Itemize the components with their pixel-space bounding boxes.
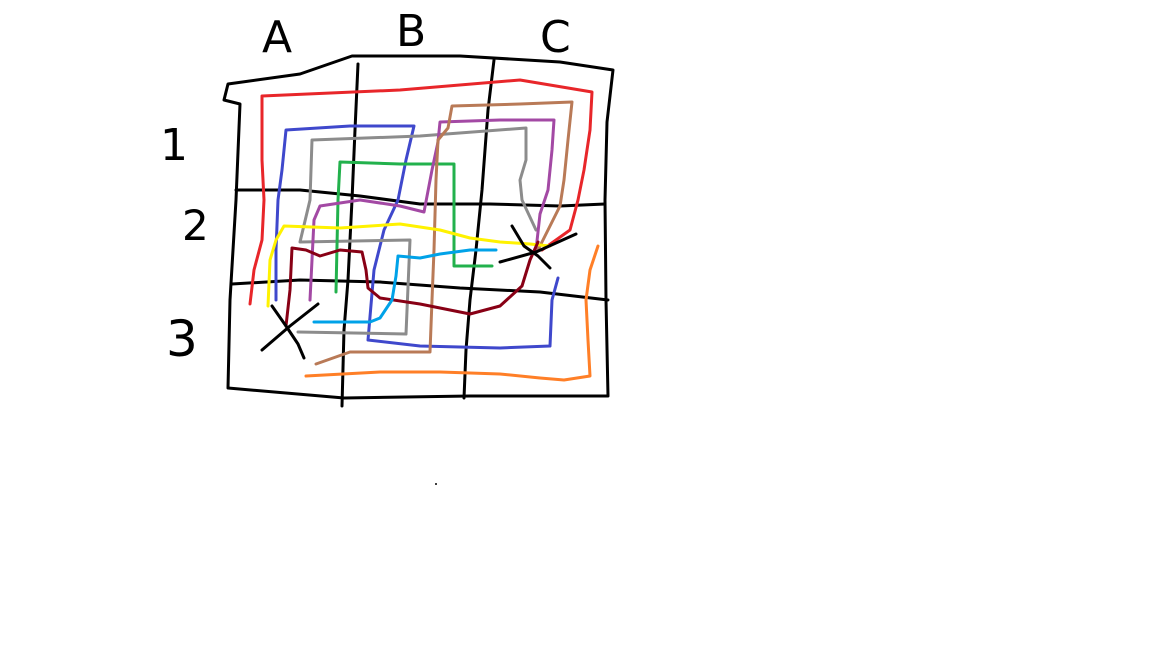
column-label-c: C <box>540 12 571 63</box>
column-label-a: A <box>262 12 292 63</box>
green-path <box>334 160 494 294</box>
grid-row-divider-1 <box>234 188 607 208</box>
cross-mark-c2 <box>498 224 578 270</box>
red-path <box>248 78 594 306</box>
row-label-1: 1 <box>160 120 188 171</box>
column-label-b: B <box>396 6 426 57</box>
maroon-path <box>284 240 540 328</box>
blue-path <box>274 124 560 350</box>
cross-mark-c2-stroke-2 <box>510 224 552 270</box>
stray-dot <box>435 483 437 485</box>
purple-path <box>308 118 556 302</box>
cross-mark-a3-stroke-1 <box>260 302 320 352</box>
cyan-path <box>312 248 498 324</box>
grid-row-divider-2 <box>230 278 610 302</box>
cross-mark-a3 <box>260 302 320 360</box>
row-label-2: 2 <box>182 201 209 250</box>
grid-outline <box>222 54 615 400</box>
paths <box>248 78 600 382</box>
brown-path <box>314 100 574 366</box>
yellow-path <box>266 222 552 308</box>
cross-mark-a3-stroke-2 <box>270 304 306 360</box>
row-label-3: 3 <box>166 310 198 368</box>
orange-path <box>304 244 600 382</box>
cross-mark-c2-stroke-1 <box>498 232 578 264</box>
